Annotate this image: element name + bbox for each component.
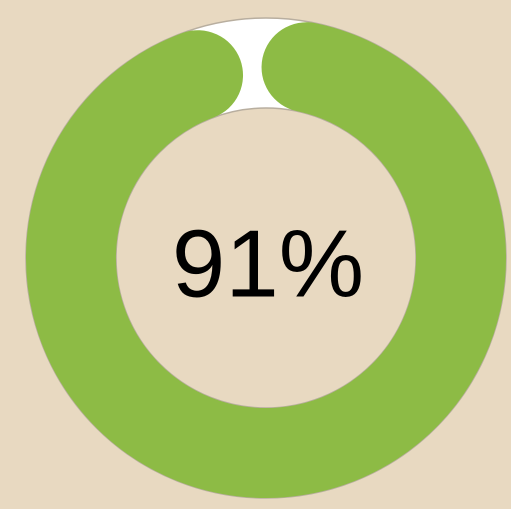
ring-hole <box>115 107 417 409</box>
progress-arc <box>26 22 506 498</box>
marks <box>26 22 506 498</box>
progress-label: 91% <box>172 211 364 318</box>
